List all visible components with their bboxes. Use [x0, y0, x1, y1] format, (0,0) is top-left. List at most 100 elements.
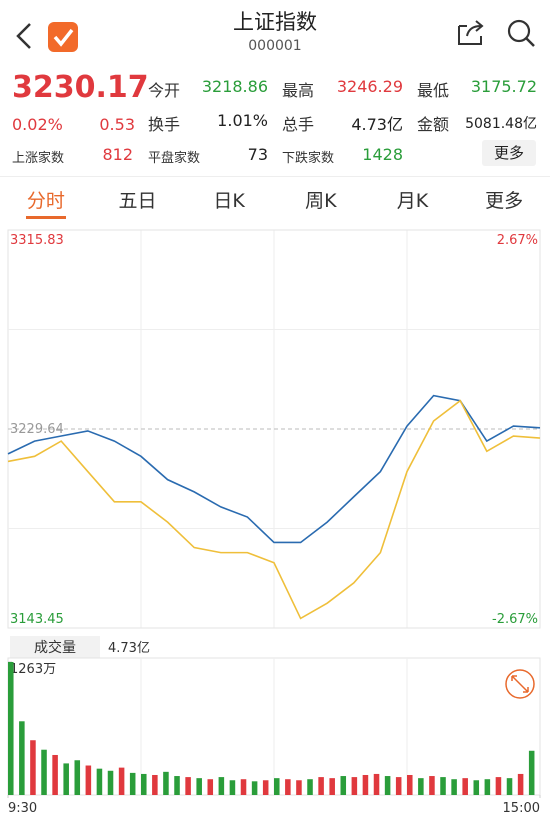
stat-value: 3175.72	[470, 77, 537, 96]
stat-value: 5081.48亿	[465, 116, 537, 132]
y-tick-label: 3143.45	[10, 612, 64, 627]
breadth-value: 812	[102, 145, 133, 164]
y-tick-label: 3315.83	[10, 233, 64, 248]
volume-bar	[74, 760, 81, 795]
charts: 3143.45 3229.64 3315.83 -2.67% 2.67% 成交量 4.73亿…	[7, 229, 541, 816]
volume-bar	[52, 754, 58, 795]
volume-bar	[528, 750, 535, 795]
more-button[interactable]: 更多	[482, 140, 536, 166]
change: 0.53	[99, 115, 135, 134]
app-icon-check	[53, 28, 74, 47]
volume-total: 4.73亿	[108, 641, 150, 656]
y2-tick-label: 2.67%	[497, 233, 538, 248]
tab[interactable]: 五日	[118, 190, 157, 212]
y-tick-label: 1263万	[10, 662, 56, 677]
volume-bar	[251, 781, 258, 795]
volume-bar	[107, 770, 114, 795]
volume-bar	[285, 779, 291, 795]
stat-label: 总手	[282, 115, 315, 134]
volume-bar	[63, 763, 69, 795]
volume-bar	[407, 774, 413, 795]
volume-bar	[307, 779, 313, 795]
stat-value: 4.73亿	[351, 115, 403, 134]
volume-bar	[296, 780, 302, 795]
y-tick-label: 3229.64	[10, 422, 64, 437]
price: 3230.17	[12, 70, 149, 105]
volume-bar	[141, 773, 147, 795]
volume-bar	[85, 765, 92, 795]
tab[interactable]: 月K	[396, 190, 429, 212]
stat-label: 最高	[282, 81, 315, 100]
nav-icons	[16, 22, 78, 52]
volume-bar	[484, 779, 491, 795]
volume-bar	[19, 721, 25, 795]
volume-bar	[240, 779, 247, 795]
volume-bar	[362, 774, 369, 795]
stat-value: 3218.86	[201, 77, 268, 96]
volume-bar	[218, 777, 225, 795]
volume-bar	[196, 778, 202, 795]
volume-bar	[96, 768, 103, 795]
volume-title-box	[10, 636, 100, 658]
stat-label: 金额	[417, 115, 450, 134]
volume-bar	[30, 740, 36, 795]
x-tick-label: 15:00	[503, 801, 540, 816]
divider	[0, 176, 550, 177]
volume-bar	[395, 777, 402, 795]
tab-underline	[25, 216, 66, 219]
code: 000001	[248, 38, 302, 54]
volume-bar	[41, 749, 47, 795]
x-tick-label: 9:30	[8, 801, 37, 816]
volume-bar	[351, 777, 358, 795]
back-button[interactable]	[16, 23, 31, 49]
volume-bar	[429, 776, 435, 795]
search-button[interactable]	[507, 19, 531, 43]
price-line	[7, 399, 541, 620]
tab[interactable]: 更多	[485, 190, 524, 212]
price-line	[7, 394, 541, 544]
volume-bar	[473, 780, 480, 795]
volume-bar	[329, 778, 335, 795]
top-actions	[458, 19, 535, 47]
volume-bar	[506, 778, 513, 795]
volume-bar	[373, 773, 380, 795]
volume-bar	[8, 662, 14, 795]
volume-bar	[384, 776, 391, 795]
volume-bar	[274, 778, 280, 795]
change-pct: 0.02%	[12, 115, 63, 134]
volume-bar	[340, 776, 347, 795]
share-button[interactable]	[458, 20, 484, 45]
stat-value: 1.01%	[217, 111, 268, 130]
volume-bar	[495, 777, 502, 795]
volume-bar	[451, 779, 457, 795]
volume-bar	[163, 771, 169, 795]
search-handle	[525, 37, 535, 47]
breadth-value: 73	[247, 145, 268, 164]
volume-bar	[462, 778, 468, 795]
volume-bar	[152, 774, 158, 795]
volume-bar	[118, 767, 125, 795]
breadth-label: 平盘家数	[148, 151, 201, 166]
volume-title: 成交量	[34, 639, 76, 656]
volume-bar	[418, 778, 424, 795]
volume-bar	[174, 776, 180, 795]
breadth-value: 1428	[362, 145, 403, 164]
volume-bar	[318, 777, 324, 795]
volume-bar	[262, 780, 269, 795]
breadth-label: 下跌家数	[282, 151, 335, 166]
volume-bar	[229, 780, 236, 795]
stat-value: 3246.29	[336, 77, 403, 96]
tab[interactable]: 分时	[26, 190, 65, 212]
y2-tick-label: -2.67%	[492, 612, 538, 627]
fullscreen-icon	[511, 675, 529, 693]
fullscreen-button[interactable]	[505, 669, 535, 699]
tab[interactable]: 周K	[305, 190, 337, 212]
volume-bar	[517, 773, 524, 795]
tab-bar: 分时 五日 日K 周K 月K 更多	[0, 186, 550, 220]
tab[interactable]: 日K	[213, 190, 245, 212]
volume-bar	[185, 777, 191, 795]
title: 上证指数	[233, 10, 317, 34]
stat-label: 今开	[148, 81, 181, 100]
breadth-label: 上涨家数	[12, 151, 65, 166]
